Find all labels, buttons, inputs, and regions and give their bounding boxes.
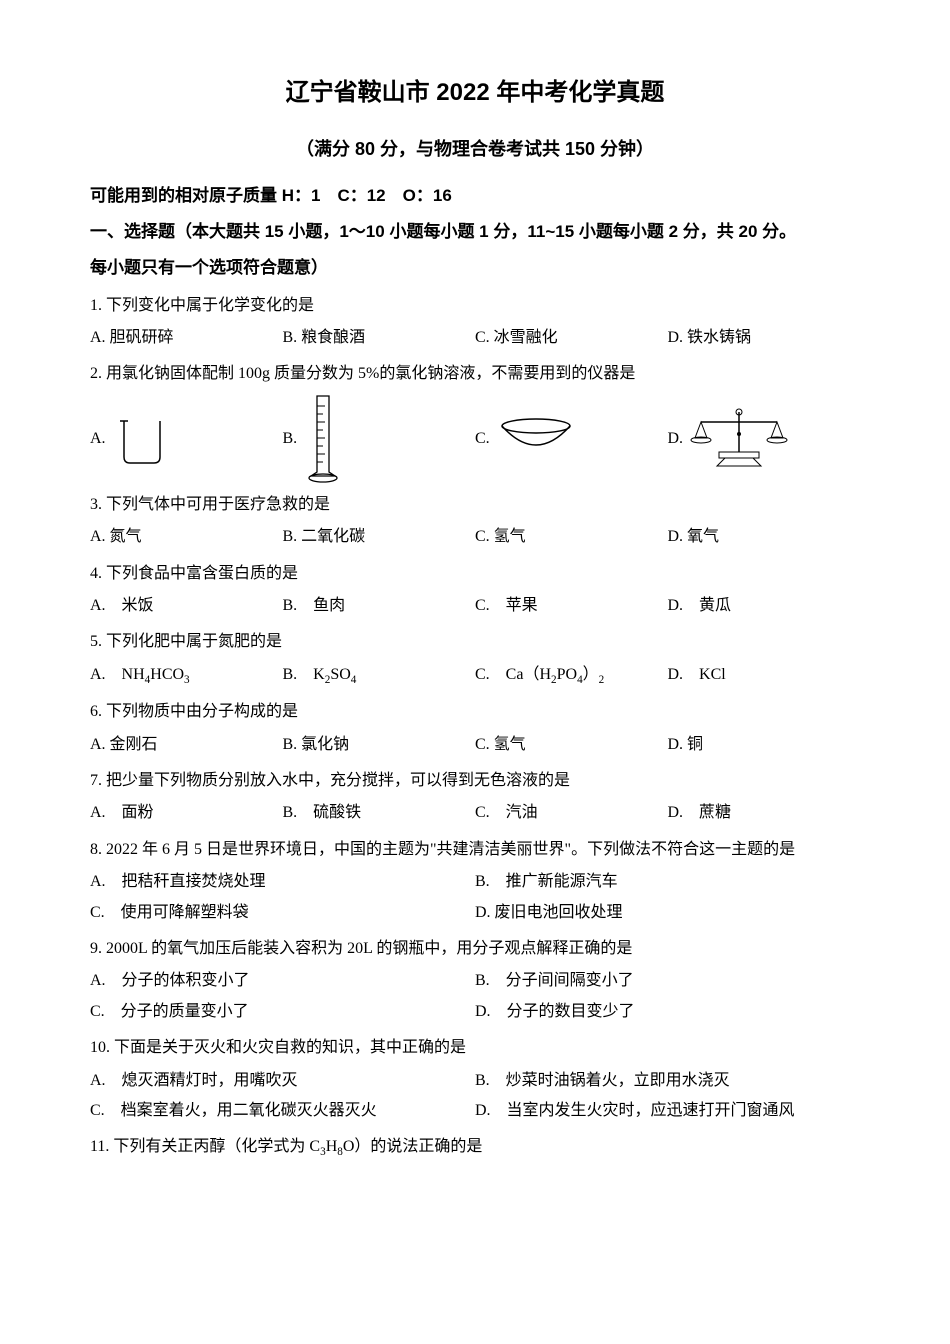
q7-opt-a: A. 面粉 [90, 798, 283, 828]
q9-opt-c: C. 分子的质量变小了 [90, 997, 475, 1027]
q6-opt-d: D. 铜 [668, 730, 861, 760]
q5-c-post: ） [583, 666, 599, 683]
q8-opt-d: D. 废旧电池回收处理 [475, 898, 860, 928]
q9-options: A. 分子的体积变小了 B. 分子间间隔变小了 C. 分子的质量变小了 D. 分… [90, 966, 860, 1027]
q11-pre: 11. 下列有关正丙醇（化学式为 C [90, 1138, 320, 1155]
q7-opt-d: D. 蔗糖 [668, 798, 861, 828]
atomic-mass-line: 可能用到的相对原子质量 H：1 C：12 O：16 [90, 180, 860, 212]
q6-opt-a: A. 金刚石 [90, 730, 283, 760]
q11-stem: 11. 下列有关正丙醇（化学式为 C3H8O）的说法正确的是 [90, 1132, 860, 1163]
q10-opt-a: A. 熄灭酒精灯时，用嘴吹灭 [90, 1066, 475, 1096]
section-1-heading-line2: 每小题只有一个选项符合题意） [90, 252, 860, 284]
section-1-heading-line1: 一、选择题（本大题共 15 小题，1～10 小题每小题 1 分，11~15 小题… [90, 216, 860, 248]
q3-opt-c: C. 氢气 [475, 522, 668, 552]
q3-opt-d: D. 氧气 [668, 522, 861, 552]
q9-stem: 9. 2000L 的氧气加压后能装入容积为 20L 的钢瓶中，用分子观点解释正确… [90, 934, 860, 964]
q10-opt-d: D. 当室内发生火灾时，应迅速打开门窗通风 [475, 1096, 860, 1126]
q1-opt-a: A. 胆矾研碎 [90, 323, 283, 353]
q5-opt-b: B. K2SO4 [283, 660, 476, 691]
q9-opt-d: D. 分子的数目变少了 [475, 997, 860, 1027]
beaker-icon [112, 409, 172, 469]
q4-opt-c: C. 苹果 [475, 591, 668, 621]
q2-stem: 2. 用氯化钠固体配制 100g 质量分数为 5%的氯化钠溶液，不需要用到的仪器… [90, 359, 860, 389]
q5-opt-d: D. KCl [668, 660, 861, 691]
q1-stem: 1. 下列变化中属于化学变化的是 [90, 291, 860, 321]
q10-options: A. 熄灭酒精灯时，用嘴吹灭 B. 炒菜时油锅着火，立即用水浇灭 C. 档案室着… [90, 1066, 860, 1127]
q4-opt-b: B. 鱼肉 [283, 591, 476, 621]
q5-c-mid: PO [557, 666, 577, 683]
q5-opt-a: A. NH4HCO3 [90, 660, 283, 691]
balance-scale-icon [689, 404, 789, 474]
q3-opt-a: A. 氮气 [90, 522, 283, 552]
q2-opt-b-label: B. [283, 424, 298, 454]
q1-opt-b: B. 粮食酿酒 [283, 323, 476, 353]
q3-options: A. 氮气 B. 二氧化碳 C. 氢气 D. 氧气 [90, 522, 860, 552]
q4-stem: 4. 下列食品中富含蛋白质的是 [90, 559, 860, 589]
q5-opt-c: C. Ca（H2PO4）2 [475, 660, 668, 691]
q1-opt-d: D. 铁水铸锅 [668, 323, 861, 353]
q2-opt-a: A. [90, 409, 283, 469]
q2-opt-b: B. [283, 394, 476, 484]
q1-opt-c: C. 冰雪融化 [475, 323, 668, 353]
q3-opt-b: B. 二氧化碳 [283, 522, 476, 552]
q2-opt-c-label: C. [475, 424, 490, 454]
q7-opt-c: C. 汽油 [475, 798, 668, 828]
q6-options: A. 金刚石 B. 氯化钠 C. 氢气 D. 铜 [90, 730, 860, 760]
q8-opt-c: C. 使用可降解塑料袋 [90, 898, 475, 928]
q5-a-sub2: 3 [184, 674, 190, 686]
exam-subtitle: （满分 80 分，与物理合卷考试共 150 分钟） [90, 132, 860, 166]
page-title: 辽宁省鞍山市 2022 年中考化学真题 [90, 70, 860, 116]
q2-options: A. B. C. D. [90, 394, 860, 484]
q9-opt-a: A. 分子的体积变小了 [90, 966, 475, 996]
q9-opt-b: B. 分子间间隔变小了 [475, 966, 860, 996]
q6-stem: 6. 下列物质中由分子构成的是 [90, 697, 860, 727]
q2-opt-d: D. [668, 404, 861, 474]
q5-a-mid: HCO [150, 666, 184, 683]
q8-opt-b: B. 推广新能源汽车 [475, 867, 860, 897]
graduated-cylinder-icon [303, 394, 343, 484]
q4-opt-a: A. 米饭 [90, 591, 283, 621]
q6-opt-c: C. 氢气 [475, 730, 668, 760]
q11-mid2: O）的说法正确的是 [343, 1138, 483, 1155]
q6-opt-b: B. 氯化钠 [283, 730, 476, 760]
q10-opt-c: C. 档案室着火，用二氧化碳灭火器灭火 [90, 1096, 475, 1126]
q8-opt-a: A. 把秸秆直接焚烧处理 [90, 867, 475, 897]
q2-opt-a-label: A. [90, 424, 106, 454]
q7-stem: 7. 把少量下列物质分别放入水中，充分搅拌，可以得到无色溶液的是 [90, 766, 860, 796]
q5-c-pre: C. Ca（H [475, 666, 551, 683]
q3-stem: 3. 下列气体中可用于医疗急救的是 [90, 490, 860, 520]
q10-opt-b: B. 炒菜时油锅着火，立即用水浇灭 [475, 1066, 860, 1096]
q5-a-pre: A. NH [90, 666, 145, 683]
q5-options: A. NH4HCO3 B. K2SO4 C. Ca（H2PO4）2 D. KCl [90, 660, 860, 691]
q10-stem: 10. 下面是关于灭火和火灾自救的知识，其中正确的是 [90, 1033, 860, 1063]
q5-b-sub2: 4 [351, 674, 357, 686]
q5-b-pre: B. K [283, 666, 325, 683]
q5-stem: 5. 下列化肥中属于氮肥的是 [90, 627, 860, 657]
q1-options: A. 胆矾研碎 B. 粮食酿酒 C. 冰雪融化 D. 铁水铸锅 [90, 323, 860, 353]
q2-opt-c: C. [475, 414, 668, 464]
q5-c-sub3: 2 [599, 674, 605, 686]
q7-options: A. 面粉 B. 硫酸铁 C. 汽油 D. 蔗糖 [90, 798, 860, 828]
q11-mid1: H [326, 1138, 338, 1155]
q5-b-mid: SO [330, 666, 350, 683]
q8-stem: 8. 2022 年 6 月 5 日是世界环境日，中国的主题为"共建清洁美丽世界"… [90, 835, 860, 865]
q7-opt-b: B. 硫酸铁 [283, 798, 476, 828]
q4-options: A. 米饭 B. 鱼肉 C. 苹果 D. 黄瓜 [90, 591, 860, 621]
q8-options: A. 把秸秆直接焚烧处理 B. 推广新能源汽车 C. 使用可降解塑料袋 D. 废… [90, 867, 860, 928]
q4-opt-d: D. 黄瓜 [668, 591, 861, 621]
evaporating-dish-icon [496, 414, 576, 464]
q2-opt-d-label: D. [668, 424, 684, 454]
